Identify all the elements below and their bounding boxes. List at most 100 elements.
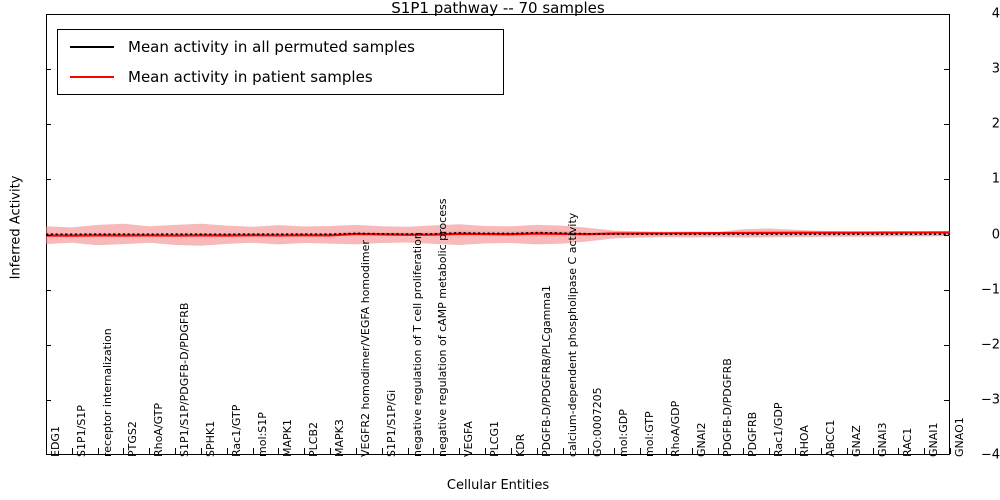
x-tick-label: PLCB2 [307, 422, 321, 457]
y-tick-mark [46, 124, 51, 126]
x-tick-mark [640, 448, 642, 454]
x-tick-label-wrapper: mol:GDP [617, 409, 630, 458]
x-tick-mark [71, 448, 73, 454]
y-tick-mark [944, 289, 949, 291]
x-tick-label: EDG1 [49, 426, 62, 457]
x-tick-label-wrapper: PLCB2 [307, 422, 320, 458]
x-tick-label: SPHK1 [203, 420, 217, 457]
x-tick-label-wrapper: RAC1 [901, 428, 914, 458]
x-tick-mark [743, 448, 745, 454]
chart-series-line [46, 231, 950, 236]
x-tick-label: GNAI2 [694, 422, 708, 457]
legend-label-permuted: Mean activity in all permuted samples [128, 38, 415, 56]
x-tick-mark [123, 448, 125, 454]
x-tick-label-wrapper: RhoA/GTP [152, 403, 165, 458]
y-tick-label: −2 [980, 337, 1000, 353]
y-axis-label: Inferred Activity [8, 175, 24, 280]
x-tick-label: VEGFR2 homodimer/VEGFA homodimer [358, 240, 372, 457]
x-tick-label-wrapper: PDGFB-D/PDGFRB [721, 358, 734, 458]
y-tick-mark [46, 289, 51, 291]
x-tick-label: mol:GTP [643, 411, 657, 457]
x-tick-mark [588, 448, 590, 454]
y-tick-label: −1 [980, 282, 1000, 298]
x-tick-label: negative regulation of T cell proliferat… [410, 232, 424, 457]
y-tick-mark [944, 344, 949, 346]
x-tick-label-wrapper: receptor internalization [101, 328, 114, 458]
legend-entry-patient: Mean activity in patient samples [58, 63, 373, 91]
x-tick-mark [226, 448, 228, 454]
y-tick-label: 4 [991, 6, 1000, 22]
x-tick-mark [898, 448, 900, 454]
x-tick-label-wrapper: PLCG1 [488, 421, 501, 458]
x-tick-label-wrapper: GNAO1 [953, 417, 966, 458]
x-tick-mark [795, 448, 797, 454]
x-tick-label: RhoA/GDP [668, 400, 682, 457]
y-tick-mark [46, 399, 51, 401]
x-tick-label-wrapper: mol:GTP [643, 411, 656, 458]
x-tick-mark [407, 448, 409, 454]
x-tick-label: GNAO1 [953, 417, 966, 457]
x-axis-label: Cellular Entities [446, 478, 550, 493]
x-tick-label-wrapper: SPHK1 [204, 421, 217, 458]
x-tick-label: MAPK3 [333, 419, 347, 457]
x-tick-label: mol:S1P [255, 412, 269, 457]
x-tick-label: calcium-dependent phospholipase C activi… [565, 212, 579, 457]
x-tick-label: GNAI3 [875, 422, 889, 457]
x-tick-label: S1P1/S1P/PDGFB-D/PDGFRB [178, 302, 192, 457]
x-tick-mark [381, 448, 383, 454]
x-tick-mark [536, 448, 538, 454]
x-tick-label: S1P1/S1P [74, 405, 88, 457]
x-tick-mark [252, 448, 254, 454]
x-tick-mark [950, 448, 951, 454]
x-tick-label-wrapper: S1P1/S1P/Gi [385, 390, 398, 458]
x-tick-label-wrapper: Rac1/GTP [230, 405, 243, 458]
x-tick-label-wrapper: negative regulation of cAMP metabolic pr… [436, 199, 449, 458]
x-tick-mark [717, 448, 719, 454]
x-tick-mark [433, 448, 435, 454]
x-tick-label-wrapper: VEGFA [462, 421, 475, 458]
x-tick-label-wrapper: PDGFB-D/PDGFRB/PLCgamma1 [540, 285, 553, 458]
chart-title: S1P1 pathway -- 70 samples [391, 0, 605, 17]
x-tick-mark [355, 448, 357, 454]
y-tick-label: −3 [980, 392, 1000, 408]
x-tick-label-wrapper: ABCC1 [824, 420, 837, 458]
y-tick-mark [944, 124, 949, 126]
legend-entry-permuted: Mean activity in all permuted samples [58, 33, 415, 61]
x-tick-label-wrapper: MAPK3 [333, 419, 346, 458]
x-tick-label: GNAI1 [927, 422, 941, 457]
x-tick-mark [562, 448, 564, 454]
chart-legend: Mean activity in all permuted samples Me… [57, 29, 504, 95]
x-tick-label-wrapper: KDR [514, 434, 527, 458]
x-tick-mark [149, 448, 151, 454]
y-tick-mark [944, 179, 949, 181]
x-tick-mark [691, 448, 693, 454]
x-tick-label: PLCG1 [488, 421, 502, 457]
x-tick-mark [510, 448, 512, 454]
x-tick-label: PDGFB-D/PDGFRB/PLCgamma1 [539, 285, 553, 457]
x-tick-mark [330, 448, 332, 454]
x-tick-mark [614, 448, 616, 454]
x-tick-label: GO:0007205 [591, 387, 605, 457]
x-tick-label: RhoA/GTP [152, 402, 166, 457]
y-tick-mark [944, 399, 949, 401]
x-tick-mark [485, 448, 487, 454]
x-tick-mark [175, 448, 177, 454]
x-tick-mark [278, 448, 280, 454]
legend-swatch-permuted [70, 46, 114, 48]
legend-swatch-patient [70, 76, 114, 78]
x-tick-mark [846, 448, 848, 454]
x-tick-label-wrapper: GNAI3 [876, 422, 889, 458]
x-tick-label-wrapper: MAPK1 [281, 419, 294, 458]
y-tick-mark [944, 69, 949, 71]
chart-data-layer [46, 223, 950, 246]
x-tick-label-wrapper: RHOA [798, 425, 811, 458]
x-tick-mark [820, 448, 822, 454]
y-tick-mark [46, 344, 51, 346]
x-tick-label: Rac1/GTP [229, 404, 243, 457]
x-tick-label: S1P1/S1P/Gi [384, 389, 398, 457]
x-tick-label-wrapper: negative regulation of T cell proliferat… [411, 232, 424, 458]
x-tick-mark [200, 448, 202, 454]
x-tick-label: PTGS2 [126, 421, 140, 457]
x-tick-label-wrapper: GNAZ [850, 425, 863, 458]
x-tick-label: RHOA [798, 425, 812, 457]
